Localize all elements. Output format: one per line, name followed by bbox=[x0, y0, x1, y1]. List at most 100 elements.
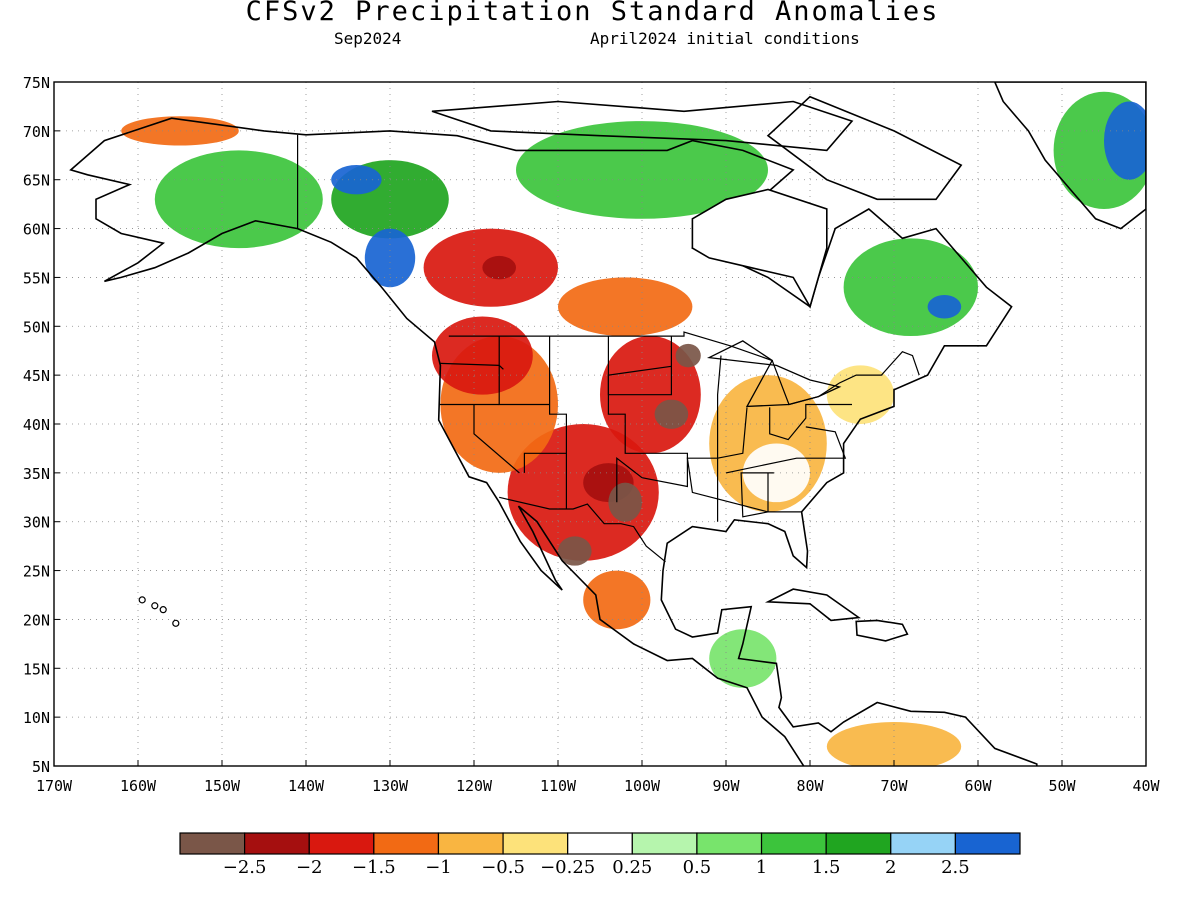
anomaly-region bbox=[608, 482, 642, 522]
greenland-coastline bbox=[993, 82, 1146, 230]
longitude-tick-label: 100W bbox=[624, 777, 661, 795]
latitude-tick-label: 50N bbox=[23, 318, 50, 336]
latitude-tick-label: 15N bbox=[23, 660, 50, 678]
colorbar-swatch bbox=[954, 832, 1021, 855]
target-month-label: Sep2024 bbox=[334, 29, 402, 48]
political-border bbox=[473, 404, 520, 474]
political-border bbox=[499, 496, 666, 563]
longitude-tick-label: 110W bbox=[540, 777, 577, 795]
chart-title: CFSv2 Precipitation Standard Anomalies bbox=[245, 0, 940, 27]
colorbar-label: 1.5 bbox=[812, 857, 841, 878]
colorbar-swatch bbox=[244, 832, 310, 855]
colorbar-swatch bbox=[502, 832, 569, 855]
longitude-tick-label: 130W bbox=[372, 777, 409, 795]
longitude-tick-label: 150W bbox=[204, 777, 241, 795]
cuba-coastline bbox=[764, 588, 861, 622]
anomaly-region bbox=[927, 295, 962, 319]
latitude-tick-label: 10N bbox=[23, 709, 50, 727]
anomaly-region bbox=[654, 399, 689, 429]
arctic-islands-coastline bbox=[431, 100, 854, 152]
latitude-tick-label: 5N bbox=[32, 758, 50, 776]
latitude-tick-label: 65N bbox=[23, 172, 50, 190]
longitude-tick-label: 120W bbox=[456, 777, 493, 795]
colorbar-swatch bbox=[631, 832, 698, 855]
colorbar-label: 0.5 bbox=[683, 857, 712, 878]
hispaniola-coastline bbox=[855, 619, 909, 642]
colorbar-swatch bbox=[567, 832, 633, 855]
colorbar-label: −1.5 bbox=[352, 857, 396, 878]
colorbar-swatch bbox=[825, 832, 892, 855]
colorbar-label: 1 bbox=[756, 857, 767, 878]
plot-area bbox=[54, 82, 1146, 766]
anomaly-region bbox=[558, 277, 693, 337]
latitude-tick-label: 45N bbox=[23, 367, 50, 385]
hawaii-island bbox=[151, 602, 159, 610]
colorbar-label: −1 bbox=[425, 857, 452, 878]
anomaly-region bbox=[675, 343, 701, 368]
latitude-tick-label: 20N bbox=[23, 611, 50, 629]
latitude-tick-label: 35N bbox=[23, 465, 50, 483]
longitude-tick-label: 140W bbox=[288, 777, 325, 795]
longitude-tick-label: 160W bbox=[120, 777, 157, 795]
latitude-tick-label: 25N bbox=[23, 563, 50, 581]
colorbar-label: −2 bbox=[296, 857, 323, 878]
anomaly-region bbox=[583, 570, 651, 630]
hawaii-island bbox=[138, 596, 146, 604]
colorbar: −2.5 −2 −1.5 −1 −0.5 −0.25 0.25 0.5 1 1.5 2 2.5 bbox=[179, 832, 1021, 878]
latitude-tick-label: 75N bbox=[23, 74, 50, 92]
anomaly-region bbox=[742, 443, 811, 503]
longitude-tick-label: 50W bbox=[1048, 777, 1076, 795]
latitude-tick-label: 55N bbox=[23, 269, 50, 287]
anomaly-region bbox=[558, 536, 592, 566]
longitude-tick-label: 60W bbox=[964, 777, 992, 795]
anomaly-region bbox=[1104, 101, 1146, 180]
anomaly-region bbox=[826, 365, 895, 424]
colorbar-label: −0.5 bbox=[481, 857, 525, 878]
colorbar-label: −2.5 bbox=[223, 857, 267, 878]
colorbar-swatch bbox=[760, 832, 827, 855]
political-border bbox=[523, 336, 567, 473]
political-border bbox=[607, 336, 672, 396]
colorbar-swatch bbox=[179, 832, 246, 855]
colorbar-swatch bbox=[890, 832, 956, 855]
longitude-tick-label: 80W bbox=[796, 777, 824, 795]
colorbar-swatch bbox=[696, 832, 763, 855]
political-border bbox=[769, 403, 852, 441]
hawaii-island bbox=[159, 606, 167, 614]
colorbar-label: 0.25 bbox=[612, 857, 652, 878]
colorbar-swatch bbox=[373, 832, 440, 855]
axis-labels: 75N 70N 65N 60N 55N 50N 45N 40N 35N 30N 25N 20N 15N 1… bbox=[23, 74, 1161, 795]
anomaly-region bbox=[516, 121, 768, 219]
baffin-island-coastline bbox=[766, 95, 963, 201]
longitude-tick-label: 90W bbox=[712, 777, 740, 795]
anomaly-region bbox=[331, 165, 382, 195]
latitude-tick-label: 30N bbox=[23, 514, 50, 532]
anomaly-region bbox=[432, 316, 533, 395]
anomaly-shading bbox=[121, 91, 1146, 766]
political-border bbox=[740, 472, 774, 518]
colorbar-label: 2.5 bbox=[941, 857, 970, 878]
longitude-tick-label: 170W bbox=[36, 777, 73, 795]
anomaly-region bbox=[364, 228, 416, 288]
latitude-tick-label: 60N bbox=[23, 221, 50, 239]
political-border bbox=[440, 362, 504, 370]
coastlines bbox=[69, 82, 1146, 766]
political-border bbox=[725, 426, 847, 474]
colorbar-label: 2 bbox=[885, 857, 896, 878]
longitude-tick-label: 40W bbox=[1132, 777, 1160, 795]
initial-conditions-label: April2024 initial conditions bbox=[590, 29, 860, 48]
colorbar-label: −0.25 bbox=[540, 857, 595, 878]
anomaly-region bbox=[482, 255, 516, 280]
colorbar-swatch bbox=[308, 832, 375, 855]
political-border bbox=[717, 355, 722, 522]
longitude-tick-label: 70W bbox=[880, 777, 908, 795]
colorbar-swatch bbox=[437, 832, 504, 855]
hawaii-island bbox=[172, 619, 180, 627]
latitude-tick-label: 70N bbox=[23, 123, 50, 141]
hudson-bay bbox=[691, 188, 828, 309]
anomaly-region bbox=[826, 722, 962, 766]
latitude-tick-label: 40N bbox=[23, 416, 50, 434]
political-border bbox=[448, 331, 920, 406]
anomaly-region bbox=[154, 150, 323, 249]
